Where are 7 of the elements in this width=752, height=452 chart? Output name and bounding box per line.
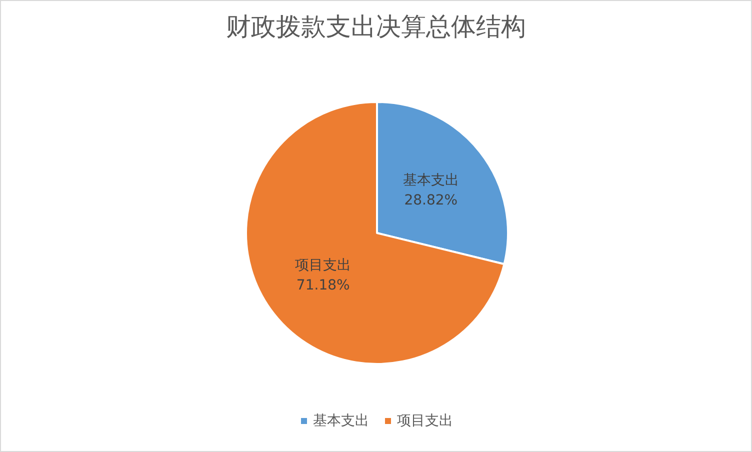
slice-label: 项目支出 — [295, 257, 352, 274]
chart-title: 财政拨款支出决算总体结构 — [226, 12, 526, 41]
slice-label: 基本支出 — [402, 172, 459, 189]
legend-label: 基本支出 — [313, 413, 369, 429]
data-label: 28.82% — [404, 192, 458, 209]
data-label: 71.18% — [296, 277, 350, 294]
legend-label: 项目支出 — [397, 413, 453, 429]
